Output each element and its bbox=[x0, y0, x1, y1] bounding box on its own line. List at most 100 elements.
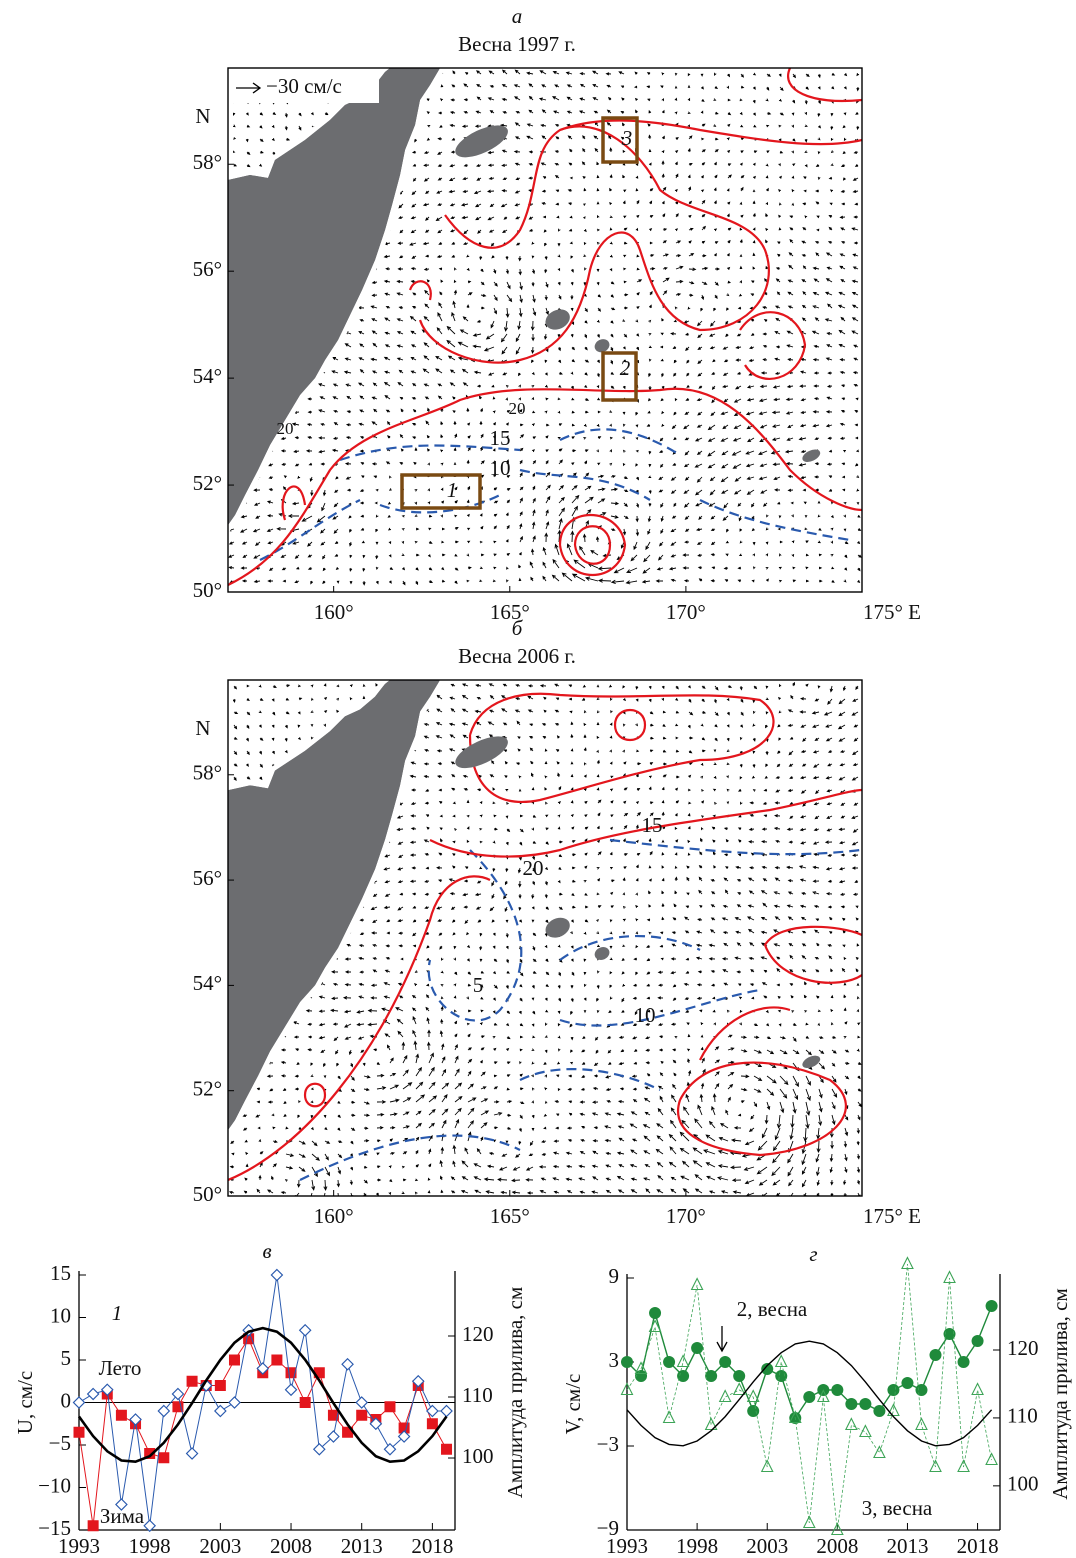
point bbox=[634, 1361, 648, 1375]
point bbox=[72, 1396, 86, 1409]
island bbox=[455, 736, 508, 769]
map-panel: б Весна 2006 г. 15 10 5 20 N 50° 52° 54° 56° 58° 160… bbox=[193, 616, 921, 1228]
island bbox=[545, 309, 570, 330]
isoline-blue bbox=[339, 444, 521, 462]
point bbox=[887, 1403, 900, 1417]
point bbox=[915, 1384, 928, 1396]
point bbox=[158, 1452, 170, 1464]
point bbox=[243, 1333, 255, 1345]
x-tick-label: 1998 bbox=[129, 1534, 171, 1558]
y-tick-label: 0 bbox=[61, 1388, 72, 1412]
map-label: 15 bbox=[490, 426, 511, 450]
point bbox=[242, 1323, 255, 1337]
y-tick-label: −5 bbox=[49, 1431, 71, 1455]
x-tick-label: 2018 bbox=[411, 1534, 453, 1558]
isoline-blue bbox=[519, 468, 651, 501]
y-tick-label: −15 bbox=[38, 1516, 71, 1540]
point bbox=[157, 1404, 171, 1418]
lat-tick-label: 52° bbox=[193, 1077, 222, 1101]
point bbox=[831, 1384, 844, 1396]
isoline-blue bbox=[259, 499, 361, 561]
isoline-blue bbox=[427, 849, 523, 1022]
region-box bbox=[400, 473, 482, 510]
point bbox=[186, 1375, 198, 1387]
island bbox=[545, 917, 570, 938]
map-label: 20 bbox=[509, 399, 526, 418]
y-axis-label: V, см/с bbox=[561, 1374, 585, 1435]
map-label: 20 bbox=[277, 419, 294, 438]
map-frame bbox=[227, 679, 863, 1197]
point bbox=[100, 1383, 114, 1397]
y-tick-label: 5 bbox=[61, 1346, 72, 1370]
x-tick-label: 2013 bbox=[886, 1534, 928, 1558]
point bbox=[929, 1349, 942, 1361]
point bbox=[341, 1357, 354, 1371]
point bbox=[73, 1426, 85, 1438]
point bbox=[115, 1498, 128, 1511]
point bbox=[369, 1417, 383, 1431]
y-tick-label: 3 bbox=[609, 1348, 620, 1372]
isoline-blue bbox=[519, 1067, 661, 1091]
point bbox=[830, 1522, 844, 1536]
annotation: Зима bbox=[100, 1504, 145, 1528]
point bbox=[802, 1515, 816, 1529]
point bbox=[228, 1354, 240, 1366]
land bbox=[228, 680, 440, 1131]
point bbox=[929, 1459, 942, 1473]
map-label: 3 bbox=[621, 126, 633, 150]
point bbox=[845, 1398, 858, 1410]
y2-axis-label: Амплитуда прилива, см bbox=[1048, 1288, 1072, 1500]
region-box bbox=[601, 351, 638, 402]
point bbox=[115, 1409, 127, 1421]
x-tick-label: 2013 bbox=[341, 1534, 383, 1558]
lat-tick-label: 58° bbox=[193, 761, 222, 785]
point bbox=[214, 1404, 227, 1418]
map-frame bbox=[227, 67, 863, 593]
point bbox=[342, 1426, 354, 1438]
y2-axis-label: Амплитуда прилива, см bbox=[503, 1287, 527, 1499]
panel-letter: в bbox=[262, 1239, 271, 1263]
point bbox=[397, 1430, 411, 1443]
isoline-red bbox=[228, 387, 862, 586]
island bbox=[455, 125, 508, 158]
annotation: 2, весна bbox=[737, 1297, 808, 1321]
x-tick-label: 2008 bbox=[270, 1534, 312, 1558]
point bbox=[691, 1342, 704, 1354]
point bbox=[298, 1323, 312, 1337]
point bbox=[859, 1398, 872, 1410]
point bbox=[732, 1382, 746, 1396]
x-tick-label: 1993 bbox=[606, 1534, 648, 1558]
lat-tick-label: 56° bbox=[193, 866, 222, 890]
lat-tick-label: 56° bbox=[193, 257, 222, 281]
map-body: 15 10 5 20 bbox=[228, 680, 862, 1196]
point bbox=[719, 1356, 732, 1368]
point bbox=[383, 1442, 397, 1456]
lon-tick-label: 175° E bbox=[863, 600, 921, 624]
isoline-blue bbox=[559, 988, 761, 1027]
point bbox=[901, 1256, 914, 1270]
point bbox=[774, 1354, 788, 1368]
map-label: 10 bbox=[635, 1003, 656, 1027]
isoline-blue bbox=[379, 494, 501, 514]
point bbox=[887, 1384, 900, 1396]
isoline-blue bbox=[299, 1134, 521, 1181]
map-label: 2 bbox=[620, 356, 631, 380]
map-label: 5 bbox=[473, 973, 484, 997]
current-vectors bbox=[228, 681, 862, 1196]
map-label: 15 bbox=[642, 813, 663, 837]
x-tick-label: 1993 bbox=[58, 1534, 100, 1558]
point bbox=[185, 1447, 199, 1460]
point bbox=[957, 1459, 970, 1473]
point bbox=[411, 1374, 425, 1388]
point bbox=[775, 1370, 788, 1382]
point bbox=[285, 1367, 297, 1379]
point bbox=[788, 1410, 802, 1424]
lat-tick-label: 50° bbox=[193, 1182, 222, 1206]
point bbox=[971, 1335, 984, 1347]
isoline-red bbox=[468, 692, 775, 803]
chart: в −15 −10 −5 0 5 10 15 100 110 120 1993 1998 2003 2008… bbox=[13, 1239, 527, 1558]
x-tick-label: 2003 bbox=[199, 1534, 241, 1558]
isoline-red bbox=[228, 875, 491, 1182]
island bbox=[802, 1055, 821, 1069]
